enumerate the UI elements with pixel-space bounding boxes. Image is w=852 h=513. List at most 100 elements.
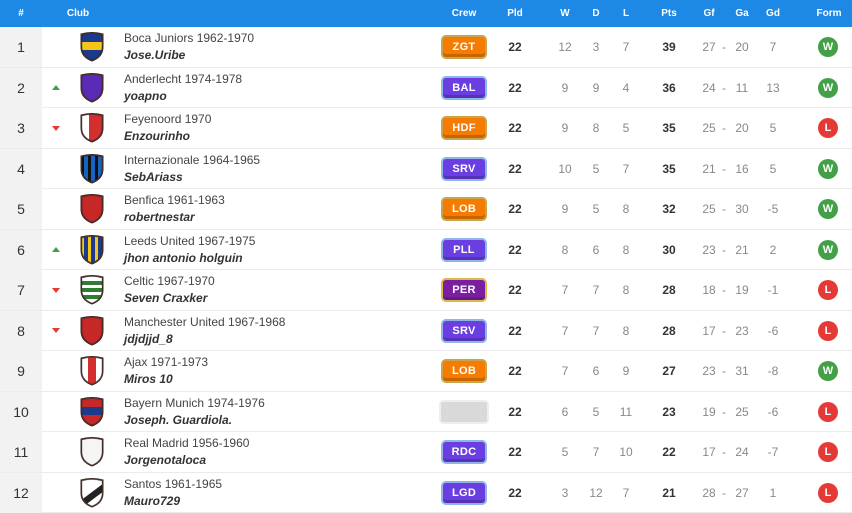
club-name[interactable]: Manchester United 1967-1968 (124, 314, 286, 329)
table-row[interactable]: 10 Bayern Munich 1974-1976 Joseph. Guardio… (0, 391, 852, 432)
table-row[interactable]: 3 Feyenoord 1970 Enzourinho HDF 22 9 8 5 35 25-20… (0, 108, 852, 149)
position-cell: 2 (0, 67, 42, 108)
crew-cell[interactable]: HDF (438, 108, 490, 148)
wins-cell: 7 (561, 323, 569, 338)
header-crew[interactable]: Crew (451, 8, 477, 19)
crew-badge[interactable]: RDC (441, 440, 487, 464)
crew-badge[interactable]: HDF (441, 116, 487, 140)
club-name[interactable]: Boca Juniors 1962-1970 (124, 31, 255, 45)
header-w[interactable]: W (560, 8, 570, 19)
manager-name[interactable]: jdjdjjd_8 (124, 331, 173, 346)
crew-cell[interactable]: ZGT (438, 27, 490, 67)
table-row[interactable]: 9 Ajax 1971-1973 Miros 10 LOB 22 7 6 9 27 23-31 -8… (0, 351, 852, 392)
crew-badge[interactable]: LGD (441, 480, 487, 505)
club-cell[interactable]: Manchester United 1967-1968 jdjdjjd_8 (124, 311, 424, 351)
club-name[interactable]: Real Madrid 1956-1960 (124, 436, 250, 450)
club-cell[interactable]: Boca Juniors 1962-1970 Jose.Uribe (124, 27, 424, 67)
table-row[interactable]: 5 Benfica 1961-1963 robertnestar LOB 22 9 5 8 32… (0, 189, 852, 230)
club-name[interactable]: Santos 1961-1965 (124, 476, 223, 491)
points-cell: 32 (662, 202, 676, 216)
crew-cell[interactable]: SRV (438, 149, 490, 189)
manager-name[interactable]: yoapno (124, 88, 167, 103)
goal-diff-cell: 1 (769, 485, 777, 500)
club-name[interactable]: Bayern Munich 1974-1976 (124, 395, 265, 410)
club-name[interactable]: Ajax 1971-1973 (124, 355, 209, 369)
crew-badge[interactable] (439, 399, 489, 424)
crew-cell[interactable]: RDC (438, 432, 490, 472)
losses-cell: 10 (619, 445, 633, 459)
trend-cell (42, 230, 70, 270)
crew-cell[interactable]: PER (438, 270, 490, 310)
club-cell[interactable]: Benfica 1961-1963 robertnestar (124, 189, 424, 229)
crew-badge[interactable]: LOB (441, 359, 487, 383)
crew-badge[interactable]: ZGT (441, 35, 487, 59)
manager-name[interactable]: Enzourinho (124, 129, 190, 143)
header-ga[interactable]: Ga (735, 8, 749, 19)
table-row[interactable]: 12 Santos 1961-1965 Mauro729 LGD 22 3 12 7 21 28-… (0, 472, 852, 513)
club-cell[interactable]: Feyenoord 1970 Enzourinho (124, 108, 424, 148)
goals-separator: - (722, 121, 726, 135)
club-name[interactable]: Feyenoord 1970 (124, 112, 212, 126)
manager-name[interactable]: Jorgenotaloca (124, 453, 207, 467)
crew-badge[interactable]: LOB (441, 197, 487, 221)
crew-cell[interactable] (438, 392, 490, 432)
manager-name[interactable]: Joseph. Guardiola. (124, 412, 233, 427)
table-row[interactable]: 8 Manchester United 1967-1968 jdjdjjd_8 SRV… (0, 310, 852, 351)
club-name[interactable]: Celtic 1967-1970 (124, 274, 215, 288)
club-cell[interactable]: Santos 1961-1965 Mauro729 (124, 473, 424, 513)
header-gf[interactable]: Gf (703, 8, 715, 19)
club-cell[interactable]: Celtic 1967-1970 Seven Craxker (124, 270, 424, 310)
position-cell: 9 (0, 351, 42, 391)
crew-cell[interactable]: PLL (438, 230, 490, 270)
crew-badge[interactable]: SRV (441, 318, 487, 343)
table-row[interactable]: 4 Internazionale 1964-1965 SebAriass SRV 22 1… (0, 148, 852, 189)
header-l[interactable]: L (622, 8, 630, 19)
table-row[interactable]: 7 Celtic 1967-1970 Seven Craxker PER 22 7 7 8 28… (0, 270, 852, 311)
table-row[interactable]: 1 Boca Juniors 1962-1970 Jose.Uribe ZGT 22 12… (0, 27, 852, 68)
header-pts[interactable]: Pts (661, 8, 677, 19)
crew-cell[interactable]: LOB (438, 351, 490, 391)
manager-name[interactable]: SebAriass (124, 169, 183, 184)
club-name[interactable]: Benfica 1961-1963 (124, 193, 225, 207)
club-cell[interactable]: Real Madrid 1956-1960 Jorgenotaloca (124, 432, 424, 472)
goals-for-cell: 18 (702, 283, 716, 297)
trend-down-icon (52, 125, 60, 131)
club-crest-icon (80, 396, 104, 427)
goal-diff-cell: -8 (767, 364, 779, 378)
club-name[interactable]: Leeds United 1967-1975 (124, 233, 256, 248)
header-club[interactable]: Club (66, 8, 90, 19)
losses-cell: 8 (622, 242, 630, 257)
goal-diff-cell: 5 (769, 161, 777, 176)
crew-cell[interactable]: SRV (438, 311, 490, 351)
club-name[interactable]: Anderlecht 1974-1978 (124, 71, 243, 86)
goals-against-cell: 27 (735, 485, 749, 500)
crew-cell[interactable]: LGD (438, 473, 490, 513)
club-cell[interactable]: Leeds United 1967-1975 jhon antonio holgu… (124, 230, 424, 270)
crew-badge[interactable]: BAL (441, 75, 487, 100)
club-name[interactable]: Internazionale 1964-1965 (124, 152, 261, 167)
manager-name[interactable]: robertnestar (124, 210, 195, 224)
manager-name[interactable]: Mauro729 (124, 493, 181, 508)
manager-name[interactable]: Jose.Uribe (124, 48, 186, 62)
crew-cell[interactable]: LOB (438, 189, 490, 229)
goals-separator: - (722, 445, 726, 459)
manager-name[interactable]: Seven Craxker (124, 291, 208, 305)
header-gd[interactable]: Gd (766, 8, 780, 19)
club-cell[interactable]: Ajax 1971-1973 Miros 10 (124, 351, 424, 391)
club-cell[interactable]: Anderlecht 1974-1978 yoapno (124, 68, 424, 108)
crew-badge[interactable]: PLL (441, 237, 487, 262)
crew-badge[interactable]: PER (441, 278, 487, 302)
table-row[interactable]: 11 Real Madrid 1956-1960 Jorgenotaloca RDC 2… (0, 432, 852, 473)
crew-cell[interactable]: BAL (438, 68, 490, 108)
manager-name[interactable]: jhon antonio holguin (124, 250, 243, 265)
table-row[interactable]: 2 Anderlecht 1974-1978 yoapno BAL 22 9 9 4 36 24-… (0, 67, 852, 108)
header-d[interactable]: D (592, 8, 600, 19)
header-pld[interactable]: Pld (507, 8, 523, 19)
table-row[interactable]: 6 Leeds United 1967-1975 jhon antonio holg… (0, 229, 852, 270)
club-cell[interactable]: Internazionale 1964-1965 SebAriass (124, 149, 424, 189)
club-cell[interactable]: Bayern Munich 1974-1976 Joseph. Guardiola… (124, 392, 424, 432)
crew-badge[interactable]: SRV (441, 156, 487, 181)
trend-cell (42, 270, 70, 310)
manager-name[interactable]: Miros 10 (124, 372, 173, 386)
